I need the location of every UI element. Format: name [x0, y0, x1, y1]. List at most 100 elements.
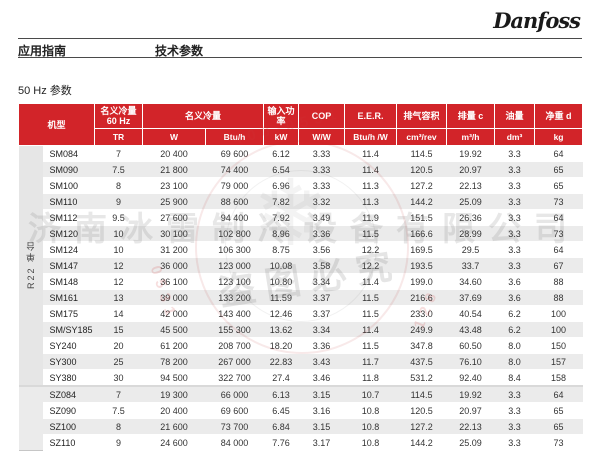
- data-cell: 144.2: [396, 193, 447, 210]
- data-cell: 8.4: [494, 369, 535, 387]
- data-cell: 6.2: [494, 321, 535, 338]
- data-cell: 26.36: [446, 209, 495, 226]
- data-cell: 3.33: [298, 145, 345, 162]
- data-cell: 22.83: [263, 353, 299, 370]
- data-cell: 3.16: [298, 402, 345, 419]
- data-cell: 193.5: [396, 257, 447, 274]
- data-cell: 3.3: [494, 193, 535, 210]
- data-cell: 69 600: [205, 402, 264, 419]
- data-cell: 120.5: [396, 402, 447, 419]
- model-cell: SM161: [42, 289, 95, 306]
- data-cell: 19 300: [142, 385, 206, 403]
- col-header-capacity: 名义冷量: [142, 103, 265, 129]
- col-header-net-weight: 净重 d: [534, 103, 584, 129]
- data-cell: 8: [94, 418, 143, 435]
- unit-m3h: m³/h: [446, 128, 496, 146]
- data-cell: 73: [534, 434, 583, 451]
- data-cell: 88: [534, 273, 583, 290]
- table-row: SZ110 9 24 600 84 000 7.76 3.17 10.8 144.2 25.09…: [19, 434, 583, 451]
- table-row: SY240 20 61 200 208 700 18.20 3.36 11.5 347.8 60…: [19, 337, 583, 354]
- model-cell: SM147: [42, 257, 95, 274]
- data-cell: 69 600: [205, 145, 264, 162]
- model-cell: SM100: [42, 177, 95, 194]
- table-body: R22 单台 SM084 7 20 400 69 600 6.12 3.33 11.4 114.…: [18, 145, 583, 451]
- data-cell: 208 700: [205, 337, 264, 354]
- unit-kw: kW: [263, 128, 300, 146]
- data-cell: 11.5: [344, 225, 397, 242]
- data-cell: 10.80: [263, 273, 299, 290]
- data-cell: 10: [94, 241, 143, 258]
- data-cell: 9.5: [94, 209, 143, 226]
- data-cell: 3.36: [298, 225, 345, 242]
- table-row: SM124 10 31 200 106 300 8.75 3.56 12.2 169.5 29.…: [19, 241, 583, 258]
- data-cell: 64: [534, 145, 583, 162]
- data-cell: 7: [94, 385, 143, 403]
- model-cell: SM175: [42, 305, 95, 322]
- data-cell: 11.7: [344, 353, 397, 370]
- data-cell: 120.5: [396, 161, 447, 178]
- data-cell: 143 400: [205, 305, 264, 322]
- model-cell: SM084: [42, 145, 95, 162]
- data-cell: 3.37: [298, 305, 345, 322]
- data-cell: 123 100: [205, 273, 264, 290]
- data-cell: 157: [534, 353, 583, 370]
- data-cell: 28.99: [446, 225, 495, 242]
- data-cell: 114.5: [396, 145, 447, 162]
- data-cell: 10.8: [344, 434, 397, 451]
- data-cell: 6.96: [263, 177, 299, 194]
- data-cell: 9: [94, 434, 143, 451]
- data-cell: 3.3: [494, 257, 535, 274]
- unit-btuh: Btu/h: [205, 128, 265, 146]
- data-cell: 76.10: [446, 353, 495, 370]
- model-cell: SM112: [42, 209, 95, 226]
- data-cell: 43.48: [446, 321, 495, 338]
- data-cell: 3.3: [494, 241, 535, 258]
- data-cell: 61 200: [142, 337, 206, 354]
- data-cell: 21 600: [142, 418, 206, 435]
- data-cell: 3.15: [298, 385, 345, 403]
- col-header-input-power: 输入功率: [263, 103, 300, 129]
- data-cell: 6.13: [263, 385, 299, 403]
- data-cell: 249.9: [396, 321, 447, 338]
- nav-rule: [18, 57, 582, 58]
- col-header-displacement: 排量 c: [446, 103, 496, 129]
- data-cell: 8.0: [494, 353, 535, 370]
- col-header-capacity-60hz-line2: 60 Hz: [106, 116, 131, 126]
- data-cell: 7: [94, 145, 143, 162]
- data-cell: 3.46: [298, 369, 345, 387]
- unit-kg: kg: [534, 128, 584, 146]
- group-band-sz: [18, 385, 43, 451]
- data-cell: 30: [94, 369, 143, 387]
- unit-btuhw: Btu/h /W: [344, 128, 398, 146]
- data-cell: 3.6: [494, 289, 535, 306]
- data-cell: 11.8: [344, 369, 397, 387]
- data-cell: 11.5: [344, 289, 397, 306]
- data-cell: 216.6: [396, 289, 447, 306]
- table-row: R22 单台 SM084 7 20 400 69 600 6.12 3.33 11.4 114.…: [18, 145, 583, 386]
- unit-tr: TR: [94, 128, 144, 146]
- data-cell: 65: [534, 177, 583, 194]
- data-cell: 3.3: [494, 402, 535, 419]
- data-cell: 3.3: [494, 434, 535, 451]
- table-row: SM100 8 23 100 79 000 6.96 3.33 11.3 127.2 22.13…: [19, 177, 583, 194]
- data-cell: 12: [94, 273, 143, 290]
- data-cell: 322 700: [205, 369, 264, 387]
- model-cell: SM/SY185: [42, 321, 95, 338]
- data-cell: 13: [94, 289, 143, 306]
- data-cell: 79 000: [205, 177, 264, 194]
- data-cell: 27 600: [142, 209, 206, 226]
- data-cell: 6.2: [494, 305, 535, 322]
- data-cell: 7.76: [263, 434, 299, 451]
- data-cell: 20.97: [446, 161, 495, 178]
- data-cell: 106 300: [205, 241, 264, 258]
- data-cell: 10.08: [263, 257, 299, 274]
- data-cell: 8.96: [263, 225, 299, 242]
- table-row: SY300 25 78 200 267 000 22.83 3.43 11.7 437.5 76…: [19, 353, 583, 370]
- data-cell: 88 600: [205, 193, 264, 210]
- data-cell: 18.20: [263, 337, 299, 354]
- data-cell: 3.56: [298, 241, 345, 258]
- data-cell: 7.5: [94, 161, 143, 178]
- data-cell: 8: [94, 177, 143, 194]
- data-cell: 20 400: [142, 402, 206, 419]
- data-cell: 66 000: [205, 385, 264, 403]
